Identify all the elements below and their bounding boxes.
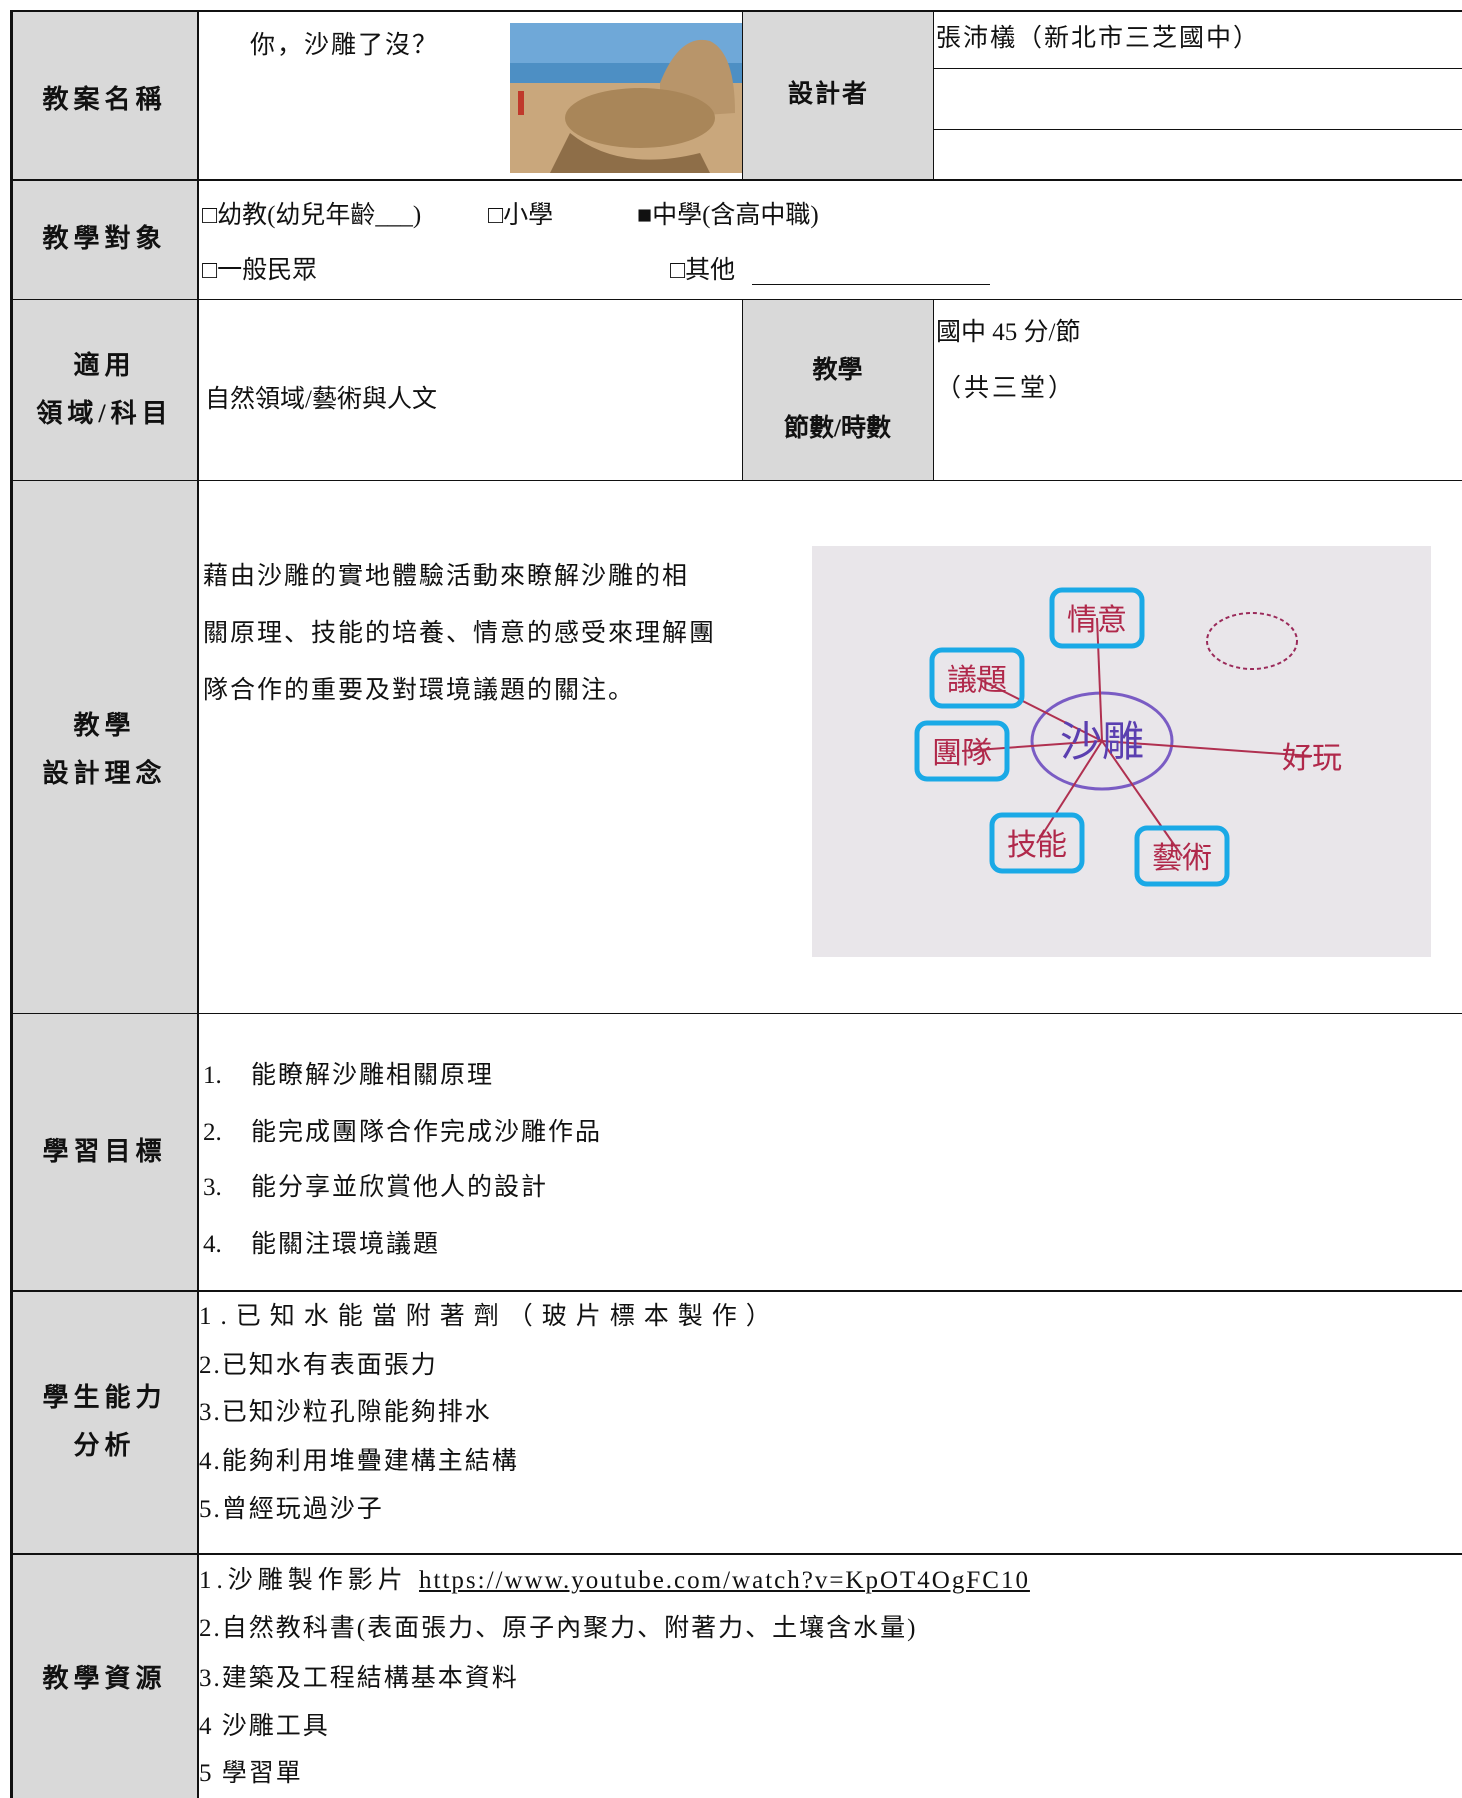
border	[11, 179, 1462, 181]
mindmap-node: 團隊	[932, 736, 992, 771]
blank-line	[752, 284, 990, 285]
border	[933, 299, 934, 480]
connector	[1096, 617, 1103, 742]
resource-item: 1.沙雕製作影片 https://www.youtube.com/watch?v…	[199, 1566, 1030, 1596]
label: 設計者	[788, 81, 870, 108]
ability-item: 2.已知水有表面張力	[199, 1352, 438, 1379]
option: □小學	[488, 202, 554, 229]
sand-sculpture-photo	[510, 23, 742, 173]
connector	[1036, 740, 1103, 844]
rationale-line: 隊合作的重要及對環境議題的關注。	[203, 677, 636, 704]
border	[933, 129, 1462, 130]
highlight-box	[1134, 825, 1230, 887]
lesson-name: 你，沙雕了沒？	[250, 32, 440, 59]
mindmap-node: 情意	[1067, 603, 1127, 638]
connector	[1101, 740, 1183, 857]
objective-number: 1.	[203, 1062, 222, 1089]
border	[933, 68, 1462, 69]
ability-item: 1.已知水能當附著劑（玻片標本製作）	[199, 1303, 780, 1330]
mindmap-node: 好玩	[1282, 741, 1342, 776]
highlight-box	[1049, 587, 1145, 649]
option: ■中學(含高中職)	[637, 202, 819, 229]
label-cell	[742, 299, 933, 480]
sessions-value: 國中 45 分/節	[936, 319, 1081, 346]
border	[933, 10, 934, 179]
sessions-value: （共三堂）	[936, 375, 1077, 402]
highlight-box	[914, 720, 1010, 782]
objective-text: 能關注環境議題	[251, 1231, 441, 1258]
label: 教學對象	[42, 224, 167, 253]
label: 適用	[73, 351, 136, 380]
connector	[961, 740, 1103, 752]
highlight-box	[929, 647, 1025, 709]
highlight-box	[989, 812, 1085, 874]
label-column	[11, 11, 198, 1798]
border	[11, 480, 1462, 481]
mindmap-center: 沙雕	[1060, 717, 1144, 766]
option: □其他	[670, 257, 736, 284]
border	[742, 299, 743, 480]
border	[11, 1553, 1462, 1555]
border	[11, 10, 1462, 12]
label: 節數/時數	[784, 415, 891, 442]
connector	[1101, 740, 1313, 757]
rationale-line: 藉由沙雕的實地體驗活動來瞭解沙雕的相	[203, 563, 690, 590]
label: 教案名稱	[42, 85, 167, 114]
mindmap-node: 藝術	[1152, 841, 1212, 876]
rationale-line: 關原理、技能的培養、情意的感受來理解團	[203, 620, 717, 647]
label: 領域/科目	[36, 399, 173, 428]
ability-item: 4.能夠利用堆疊建構主結構	[199, 1448, 519, 1475]
border	[11, 1290, 1462, 1292]
objective-number: 3.	[203, 1174, 222, 1201]
label: 教學	[73, 711, 136, 740]
border	[11, 1013, 1462, 1014]
resource-item: 4 沙雕工具	[199, 1713, 330, 1740]
label: 教學資源	[42, 1664, 167, 1693]
resource-item: 3.建築及工程結構基本資料	[199, 1665, 519, 1692]
resource-item: 2.自然教科書(表面張力、原子內聚力、附著力、土壤含水量)	[199, 1615, 918, 1642]
label: 分析	[73, 1431, 136, 1460]
link[interactable]: https://www.youtube.com/watch?v=KpOT4OgF…	[419, 1567, 1030, 1594]
domain-value: 自然領域/藝術與人文	[205, 386, 437, 413]
ability-item: 5.曾經玩過沙子	[199, 1496, 384, 1523]
objective-text: 能完成團隊合作完成沙雕作品	[251, 1119, 603, 1146]
border	[197, 10, 199, 1798]
label: 設計理念	[42, 759, 167, 788]
resource-text: 1.沙雕製作影片	[199, 1567, 420, 1594]
connector	[976, 677, 1103, 742]
label-cell	[742, 11, 933, 179]
label: 學生能力	[42, 1383, 167, 1412]
border	[742, 10, 743, 179]
mindmap-node: 議題	[947, 663, 1007, 698]
objective-text: 能瞭解沙雕相關原理	[251, 1062, 495, 1089]
ability-item: 3.已知沙粒孔隙能夠排水	[199, 1399, 492, 1426]
option: □一般民眾	[202, 257, 318, 284]
objective-number: 2.	[203, 1119, 222, 1146]
objective-text: 能分享並欣賞他人的設計	[251, 1174, 549, 1201]
designer-name: 張沛檥（新北市三芝國中）	[936, 25, 1261, 52]
option: □幼教(幼兒年齡___)	[202, 202, 422, 229]
mindmap-node: 技能	[1007, 828, 1067, 863]
objective-number: 4.	[203, 1231, 222, 1258]
label: 學習目標	[42, 1137, 167, 1166]
label: 教學	[812, 357, 863, 384]
border	[11, 299, 1462, 300]
border	[10, 10, 13, 1798]
resource-item: 5 學習單	[199, 1760, 303, 1787]
